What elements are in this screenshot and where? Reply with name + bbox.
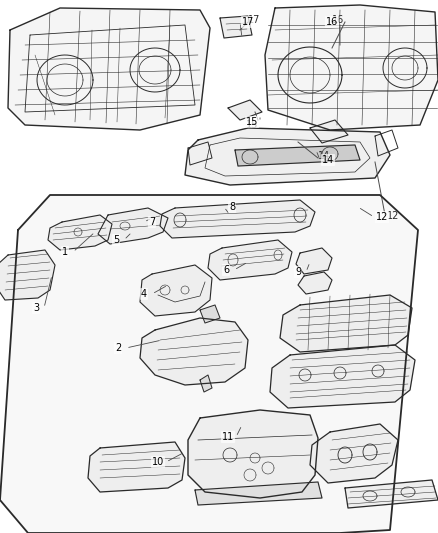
Text: 14: 14 <box>318 151 330 161</box>
Polygon shape <box>270 345 415 408</box>
Polygon shape <box>298 272 332 294</box>
Polygon shape <box>160 200 315 238</box>
Polygon shape <box>188 410 318 498</box>
Text: 11: 11 <box>222 432 234 442</box>
Text: 6: 6 <box>223 265 229 275</box>
Text: 15: 15 <box>246 117 258 127</box>
Text: 10: 10 <box>152 457 164 467</box>
Polygon shape <box>265 5 438 130</box>
Text: 7: 7 <box>149 217 155 227</box>
Text: 15: 15 <box>246 120 258 130</box>
Polygon shape <box>228 100 262 120</box>
Text: 3: 3 <box>33 303 39 313</box>
Text: 16: 16 <box>332 15 344 25</box>
Text: 9: 9 <box>295 267 301 277</box>
Text: 14: 14 <box>322 155 334 165</box>
Polygon shape <box>98 208 168 244</box>
Polygon shape <box>310 120 348 143</box>
Text: 12: 12 <box>387 211 399 221</box>
Text: 1: 1 <box>62 247 68 257</box>
Polygon shape <box>140 318 248 385</box>
Polygon shape <box>140 265 212 316</box>
Text: 17: 17 <box>242 17 254 27</box>
Text: 12: 12 <box>376 212 388 222</box>
Text: 16: 16 <box>326 17 338 27</box>
Polygon shape <box>310 424 398 483</box>
Text: 8: 8 <box>229 202 235 212</box>
Text: 5: 5 <box>113 235 119 245</box>
Polygon shape <box>208 240 292 280</box>
Polygon shape <box>48 215 112 250</box>
Polygon shape <box>200 375 212 392</box>
Polygon shape <box>195 482 322 505</box>
Polygon shape <box>280 295 412 352</box>
Polygon shape <box>0 250 55 300</box>
Polygon shape <box>0 195 418 533</box>
Text: 17: 17 <box>248 15 260 25</box>
Polygon shape <box>296 248 332 274</box>
Polygon shape <box>88 442 185 492</box>
Polygon shape <box>185 128 390 185</box>
Text: 4: 4 <box>141 289 147 299</box>
Text: 2: 2 <box>115 343 121 353</box>
Polygon shape <box>200 305 220 323</box>
Polygon shape <box>345 480 438 508</box>
Polygon shape <box>8 8 210 130</box>
Polygon shape <box>235 145 360 166</box>
Polygon shape <box>220 16 252 38</box>
